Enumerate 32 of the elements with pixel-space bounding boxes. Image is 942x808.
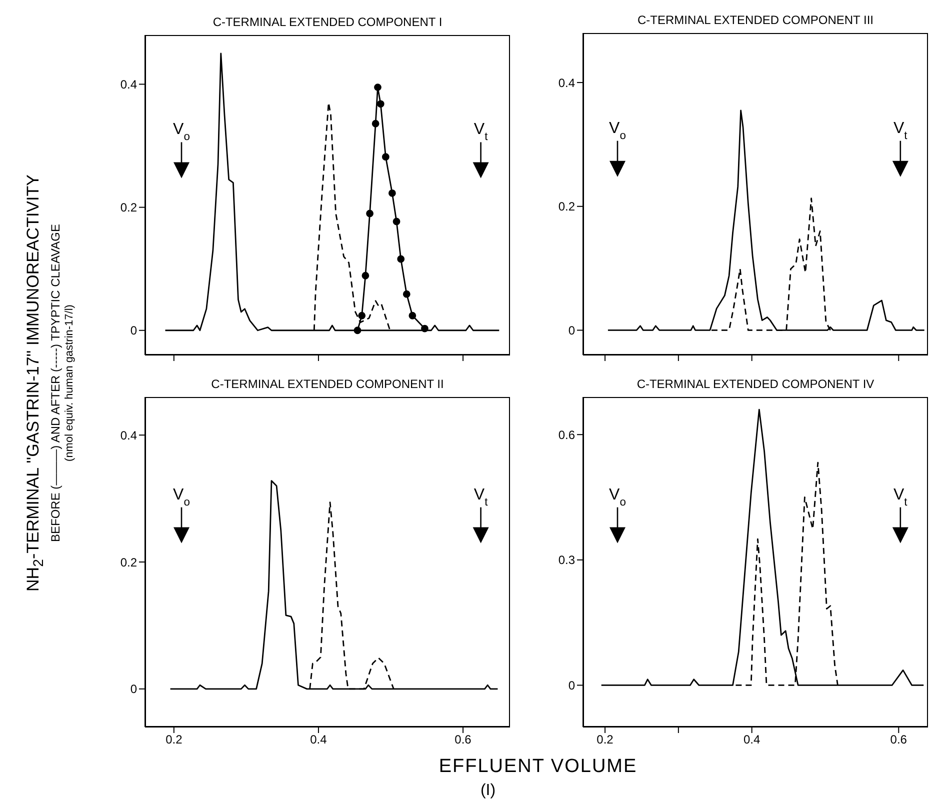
x-axis-title: EFFLUENT VOLUME <box>438 756 638 778</box>
y-tick-label: 0.2 <box>120 555 138 570</box>
chart-title: C-TERMINAL EXTENDED COMPONENT I <box>212 15 444 29</box>
x-tick-label: 0.4 <box>743 732 760 747</box>
y-tick-label: 0 <box>130 682 138 696</box>
x-tick-label: 0.2 <box>166 732 183 747</box>
x-tick-label: 0.6 <box>454 732 472 747</box>
y-tick-label: 0.4 <box>120 428 138 442</box>
y-tick-label: 0 <box>568 678 576 692</box>
annotation: V$_{t}$ <box>894 120 908 142</box>
chart-title: C-TERMINAL EXTENDED COMPONENT II <box>210 377 445 391</box>
x-tick-label: 0.6 <box>890 732 908 747</box>
annotation: V$_{o}$ <box>173 486 190 508</box>
x-tick-label: 0.4 <box>310 732 328 747</box>
y-tick-label: 0.4 <box>558 76 576 90</box>
annotation: V$_{o}$ <box>173 121 190 144</box>
y-tick-label: 0 <box>130 324 138 338</box>
annotation: V$_{t}$ <box>474 486 489 508</box>
text: (I) <box>479 782 497 800</box>
y-tick-label: 0.3 <box>558 553 576 568</box>
y-tick-label: 0 <box>568 323 576 338</box>
chart-title: C-TERMINAL EXTENDED COMPONENT III <box>636 13 875 27</box>
y-tick-label: 0.2 <box>558 200 576 214</box>
x-tick-label: 0.2 <box>596 732 614 747</box>
chart-title: C-TERMINAL EXTENDED COMPONENT IV <box>636 377 876 391</box>
y-tick-label: 0.4 <box>120 77 138 92</box>
y-tick-label: 0.2 <box>120 200 138 215</box>
annotation: V$_{o}$ <box>609 486 626 508</box>
y-tick-label: 0.6 <box>558 428 576 442</box>
annotation: V$_{t}$ <box>474 121 489 144</box>
annotation: V$_{t}$ <box>894 486 908 508</box>
annotation: V$_{o}$ <box>609 120 626 142</box>
